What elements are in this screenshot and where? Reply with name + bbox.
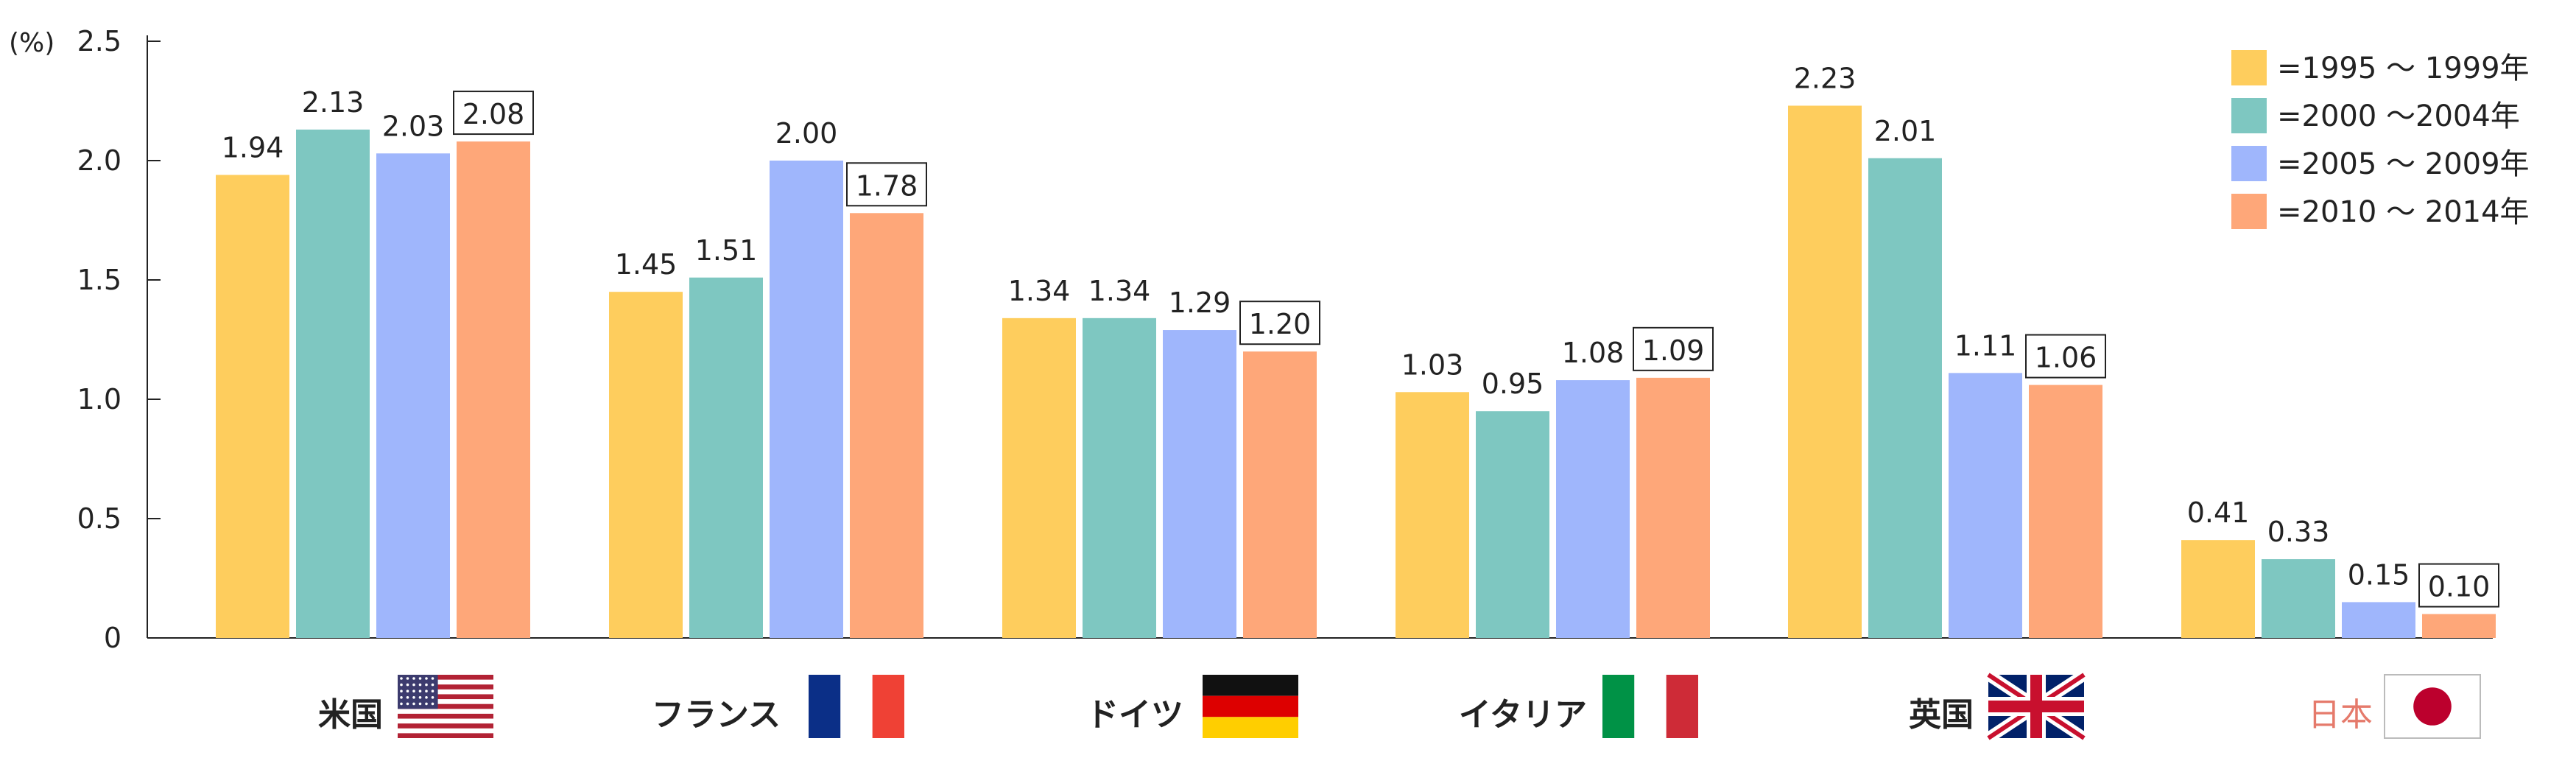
bar <box>1788 105 1862 639</box>
category-label: イタリア <box>1459 696 1587 734</box>
data-label-box <box>1239 301 1320 345</box>
data-labels-group: 1.94 2.13 2.03 2.08 1.45 1.51 2.00 1.78 1.34 1.34… <box>222 62 2499 608</box>
bar <box>1556 380 1630 638</box>
data-label-box <box>2025 334 2106 379</box>
category-label: 米国 <box>318 696 383 734</box>
bar <box>1002 317 1076 638</box>
data-label: 1.09 <box>1642 334 1705 367</box>
bar <box>376 153 450 638</box>
bar <box>2342 602 2415 638</box>
data-label-box <box>846 162 927 207</box>
japan-flag <box>2384 674 2481 739</box>
data-label: 1.78 <box>856 169 918 202</box>
bar <box>1949 373 2022 638</box>
bar <box>1243 351 1317 638</box>
bar <box>457 141 530 638</box>
legend-swatch <box>2231 146 2267 181</box>
legend-label: =1995 ～ 1999年 <box>2277 52 2530 85</box>
y-axis: 0 0.5 1.0 1.5 2.0 2.5 <box>77 25 2493 654</box>
data-label: 1.34 <box>1008 275 1071 307</box>
germany-flag <box>1203 675 1298 738</box>
data-label: 2.03 <box>382 110 445 142</box>
data-label: 0.41 <box>2187 496 2250 529</box>
y-tick-label: 2.5 <box>77 25 122 57</box>
legend-label: =2000 ～2004年 <box>2277 99 2520 133</box>
data-label: 1.94 <box>222 131 284 164</box>
bar <box>1083 317 1156 638</box>
data-label: 1.29 <box>1169 287 1231 319</box>
data-label: 1.20 <box>1249 308 1312 340</box>
legend-item: =2005 ～ 2009年 <box>2231 146 2530 181</box>
data-label: 2.13 <box>302 86 365 119</box>
category-label: フランス <box>652 696 781 734</box>
data-label-box <box>2418 563 2499 608</box>
legend: =1995 ～ 1999年 =2000 ～2004年 =2005 ～ 2009年 =2… <box>2231 50 2530 229</box>
bar <box>1163 330 1236 638</box>
data-label: 1.34 <box>1088 275 1151 307</box>
data-label: 1.03 <box>1401 348 1464 381</box>
legend-swatch <box>2231 50 2267 85</box>
bar <box>296 129 370 638</box>
data-label: 2.01 <box>1874 115 1937 147</box>
data-label: 0.15 <box>2348 558 2410 591</box>
bar <box>609 292 683 638</box>
legend-item: =2010 ～ 2014年 <box>2231 194 2530 229</box>
uk-flag <box>1985 670 2088 743</box>
data-label: 2.23 <box>1794 62 1857 94</box>
category-label: 日本 <box>2308 696 2373 734</box>
bar <box>2029 385 2102 638</box>
france-flag <box>809 675 904 738</box>
bar <box>1636 377 1710 638</box>
bar <box>770 161 843 638</box>
bar <box>689 277 763 638</box>
bar <box>2422 614 2496 638</box>
legend-item: =2000 ～2004年 <box>2231 98 2520 133</box>
bar <box>1868 158 1942 638</box>
y-tick-label: 0.5 <box>77 502 122 535</box>
data-label: 1.08 <box>1562 337 1625 369</box>
bars-group <box>216 105 2496 639</box>
y-tick-label: 2.0 <box>77 144 122 177</box>
bar <box>2262 559 2335 638</box>
data-label: 1.51 <box>695 234 758 267</box>
bar <box>2181 540 2255 638</box>
data-label: 1.06 <box>2035 342 2097 374</box>
data-label: 0.33 <box>2267 516 2330 548</box>
legend-swatch <box>2231 98 2267 133</box>
category-labels-group: 米国 フランス ドイツ イタリア 英国 日本 <box>318 670 2481 743</box>
italy-flag <box>1602 675 1698 738</box>
bar <box>1396 392 1469 638</box>
data-label: 2.08 <box>462 98 525 130</box>
data-label: 0.95 <box>1482 368 1544 400</box>
bar <box>850 213 923 638</box>
legend-item: =1995 ～ 1999年 <box>2231 50 2530 85</box>
data-label-box <box>1633 326 1714 371</box>
data-label: 1.45 <box>615 248 678 281</box>
us-flag <box>398 675 493 738</box>
y-tick-label: 0 <box>104 622 122 654</box>
data-label: 1.11 <box>1954 329 2017 362</box>
y-tick-label: 1.0 <box>77 383 122 415</box>
legend-label: =2010 ～ 2014年 <box>2277 195 2530 229</box>
legend-swatch <box>2231 194 2267 229</box>
category-label: 英国 <box>1909 696 1974 734</box>
category-label: ドイツ <box>1086 696 1183 734</box>
data-label: 0.10 <box>2428 571 2491 603</box>
bar <box>1476 411 1549 638</box>
y-axis-unit-label: (%) <box>9 28 54 58</box>
legend-label: =2005 ～ 2009年 <box>2277 147 2530 181</box>
data-label-box <box>453 91 534 136</box>
data-label: 2.00 <box>775 117 838 150</box>
y-tick-label: 1.5 <box>77 264 122 296</box>
bar <box>216 175 289 638</box>
